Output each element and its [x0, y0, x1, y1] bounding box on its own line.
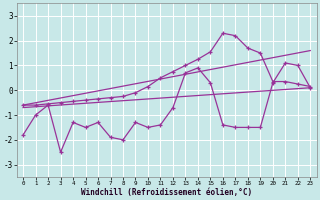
- X-axis label: Windchill (Refroidissement éolien,°C): Windchill (Refroidissement éolien,°C): [81, 188, 252, 197]
